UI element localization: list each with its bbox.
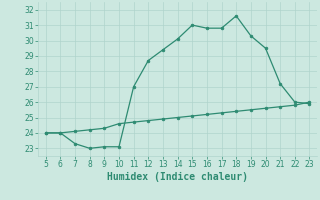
X-axis label: Humidex (Indice chaleur): Humidex (Indice chaleur) bbox=[107, 172, 248, 182]
